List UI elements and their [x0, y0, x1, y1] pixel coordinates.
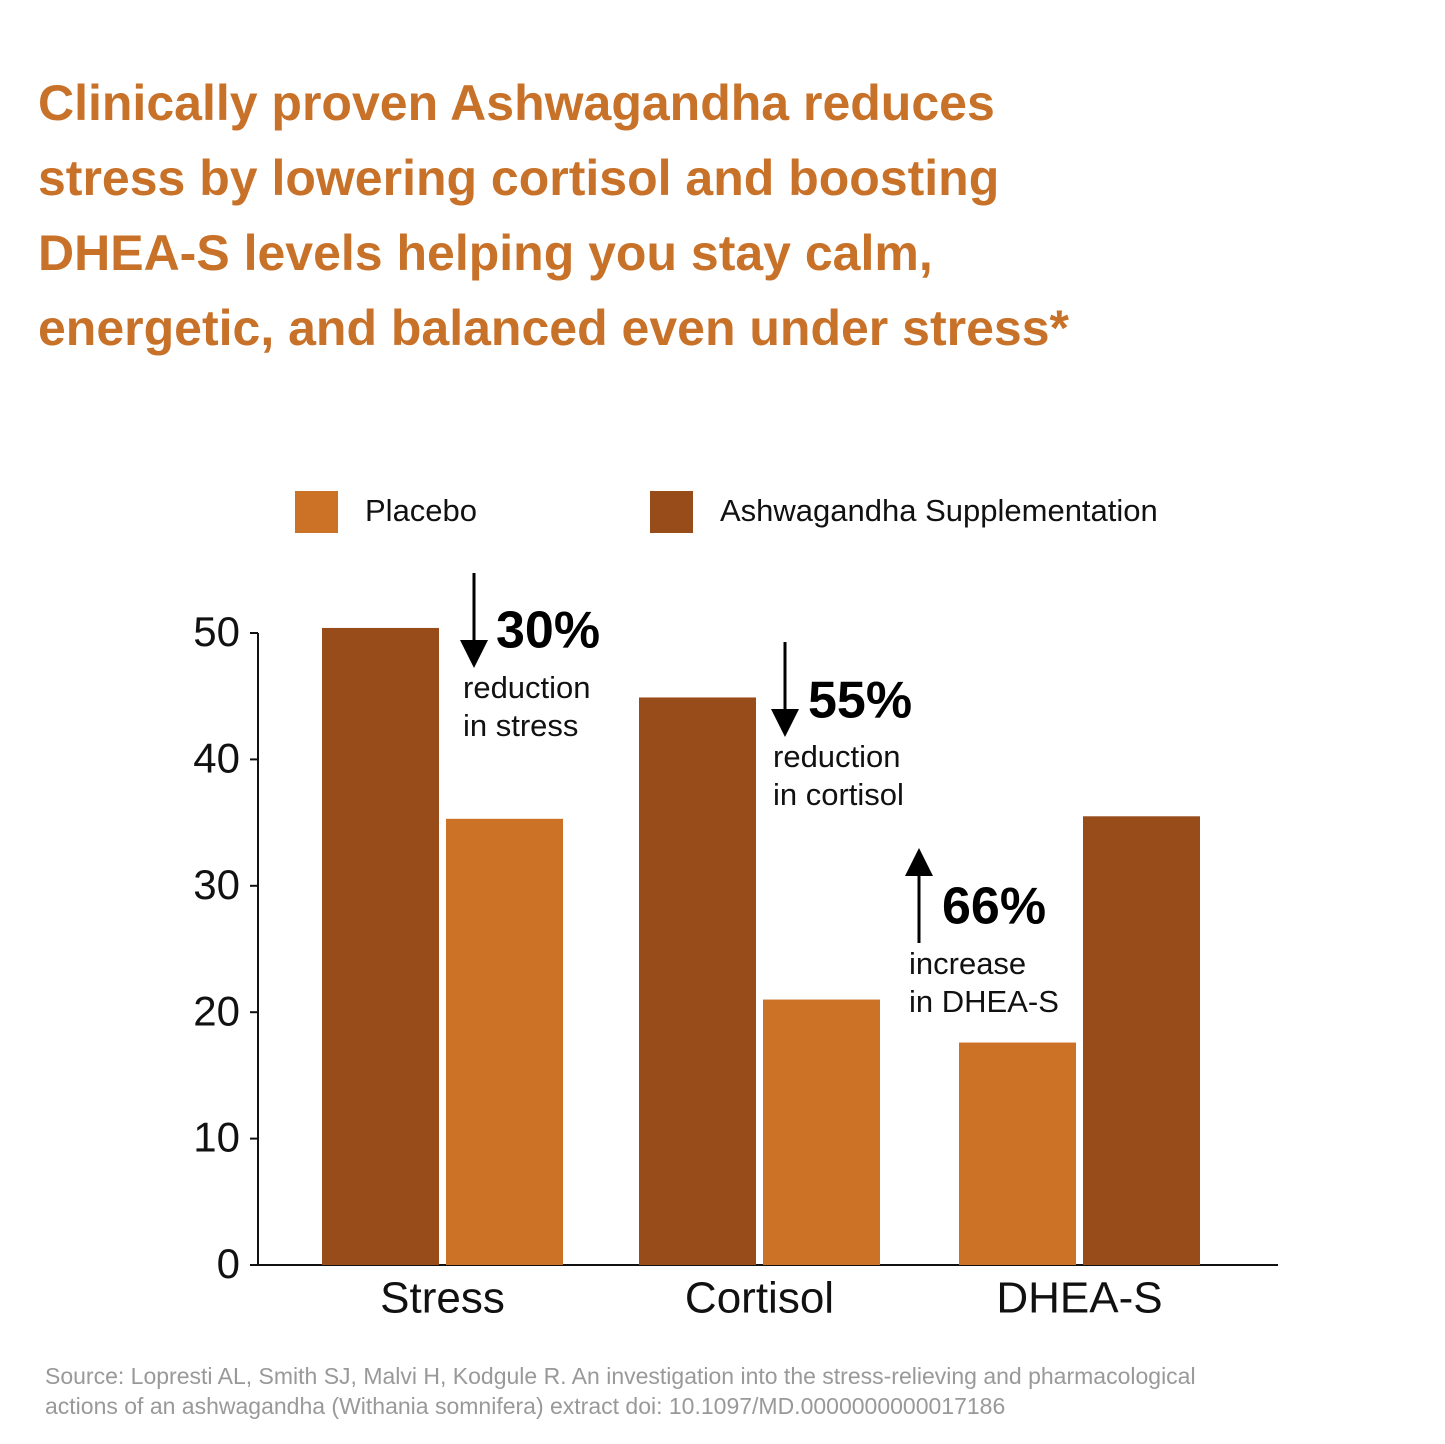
y-tick-label: 20 [193, 987, 240, 1034]
chart-title: energetic, and balanced even under stres… [38, 300, 1069, 356]
annotation-text: in DHEA-S [909, 984, 1059, 1019]
bar [446, 818, 563, 1265]
bar [639, 697, 756, 1265]
y-tick-label: 40 [193, 734, 240, 781]
annotation-text: reduction [463, 670, 591, 705]
y-tick-label: 50 [193, 608, 240, 655]
chart-title: Clinically proven Ashwagandha reduces [38, 75, 995, 131]
annotation-text: increase [909, 946, 1026, 981]
y-tick-label: 0 [217, 1240, 240, 1287]
y-tick-label: 10 [193, 1114, 240, 1161]
annotation-text: in cortisol [773, 777, 904, 812]
annotation-headline: 66% [942, 878, 1046, 936]
x-tick-label: DHEA-S [996, 1274, 1162, 1323]
chart-title: stress by lowering cortisol and boosting [38, 150, 999, 206]
arrow-head [460, 640, 488, 668]
legend-label: Placebo [365, 493, 477, 528]
y-tick-label: 30 [193, 861, 240, 908]
annotation-text: reduction [773, 739, 901, 774]
x-tick-label: Cortisol [685, 1274, 834, 1323]
bar [959, 1042, 1076, 1265]
bar [763, 999, 880, 1265]
bar [322, 627, 439, 1265]
source-note: actions of an ashwagandha (Withania somn… [45, 1393, 1005, 1419]
arrow-head [771, 709, 799, 737]
annotation-text: in stress [463, 708, 578, 743]
source-note: Source: Lopresti AL, Smith SJ, Malvi H, … [45, 1363, 1196, 1389]
legend-label: Ashwagandha Supplementation [720, 493, 1158, 528]
annotation-headline: 55% [808, 672, 912, 730]
annotation-headline: 30% [496, 602, 600, 660]
bar [1083, 816, 1200, 1265]
legend-swatch [650, 491, 693, 533]
legend-swatch [295, 491, 338, 533]
arrow-head [905, 848, 933, 876]
chart-title: DHEA-S levels helping you stay calm, [38, 225, 933, 281]
x-tick-label: Stress [380, 1274, 505, 1323]
